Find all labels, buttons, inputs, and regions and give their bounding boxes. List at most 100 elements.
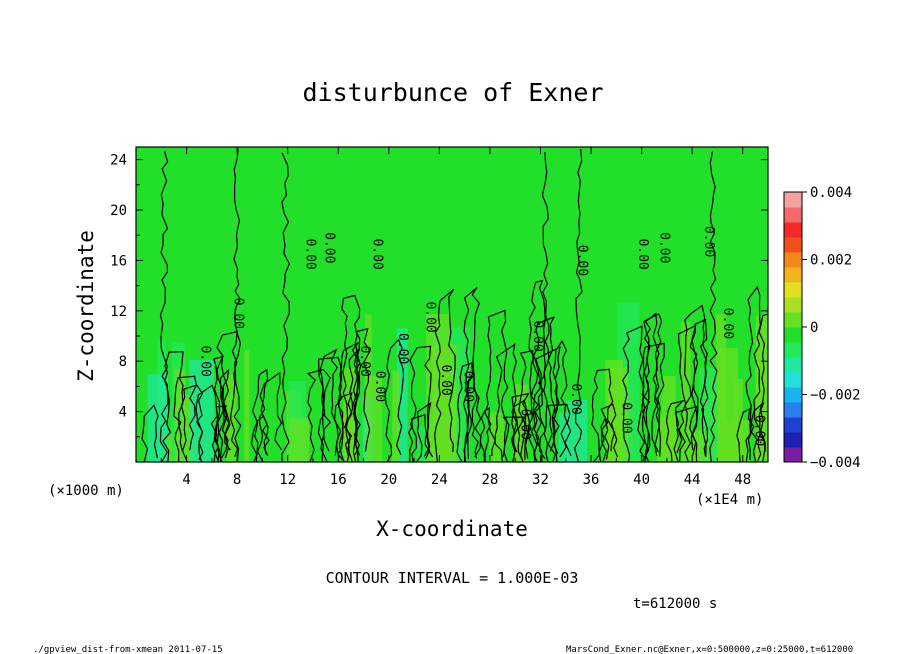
contour-label: 0.00 — [751, 415, 766, 446]
field-patch — [567, 399, 588, 462]
colorbar-swatch — [784, 327, 802, 343]
contour-label: 0.00 — [303, 238, 318, 269]
colorbar: 0.004 0.002 0 −0.002 −0.004 — [783, 185, 861, 471]
field-patch — [656, 416, 679, 462]
contour-label: 0.00 — [198, 346, 213, 377]
contour-label: 0.00 — [372, 371, 387, 402]
plot-frame — [135, 146, 769, 463]
contour-label: 0.00 — [635, 238, 650, 269]
contour-line — [306, 368, 332, 462]
contour-line — [600, 403, 619, 462]
contour-line — [541, 151, 550, 462]
contour-label: 0.00 — [657, 232, 672, 263]
contour-label: 0.00 — [701, 226, 716, 257]
y-tick-label: 20 — [110, 203, 127, 219]
contour-line — [573, 148, 583, 462]
y-tick-label: 16 — [110, 253, 127, 269]
field-patch — [174, 369, 186, 462]
contour-line — [502, 416, 526, 462]
field-patch — [288, 418, 310, 462]
contour-line — [281, 152, 291, 462]
contour-line — [641, 313, 663, 462]
colorbar-swatch — [784, 192, 802, 208]
y-axis-label: Z-coordinate — [74, 230, 98, 382]
colorbar-tick-label: 0.002 — [810, 253, 852, 269]
contour-line — [510, 392, 530, 462]
time-note: t=612000 s — [633, 596, 717, 612]
contour-line — [463, 287, 480, 462]
contour-labels: 0.00 0.00 0.00 0.00 0.00 0.00 0.00 0.00 0.00 0.00… — [198, 226, 767, 446]
contour-line — [736, 407, 755, 462]
x-tick-label: 20 — [380, 472, 397, 488]
x-tick-label: 16 — [330, 472, 347, 488]
contour-line — [317, 356, 343, 462]
contour-label: 0.00 — [574, 245, 589, 276]
x-tick-label: 4 — [182, 472, 190, 488]
contour-line — [216, 330, 239, 462]
colorbar-swatch — [784, 222, 802, 238]
x-tick-label: 32 — [532, 472, 549, 488]
contour-line — [434, 288, 456, 462]
contour-line — [749, 402, 766, 462]
contour-line — [345, 347, 361, 462]
field-patch — [244, 350, 250, 462]
colorbar-swatch — [784, 372, 802, 388]
colorbar-swatch — [784, 402, 802, 418]
contour-label: 0.00 — [231, 298, 246, 329]
contour-line — [547, 403, 572, 462]
x-tick-label: 44 — [684, 472, 701, 488]
contour-line — [141, 404, 159, 462]
field-patch — [392, 370, 400, 462]
plot-area: 0.00 0.00 0.00 0.00 0.00 0.00 0.00 0.00 0.00 0.00… — [110, 146, 769, 488]
contour-line — [416, 401, 434, 462]
x-tick-label: 12 — [279, 472, 296, 488]
contour-line — [256, 371, 283, 462]
contour-line — [677, 324, 698, 462]
contour-line — [641, 342, 665, 462]
colorbar-strip — [784, 192, 802, 463]
field-patch — [680, 321, 691, 462]
contour-lines — [141, 148, 768, 462]
x-tick-label: 48 — [734, 472, 751, 488]
contour-line — [409, 345, 432, 462]
colorbar-swatch — [784, 342, 802, 358]
field-patch — [364, 314, 372, 462]
field-patch — [396, 328, 408, 462]
contour-line — [532, 316, 556, 462]
field-patches — [147, 302, 768, 462]
colorbar-swatch — [784, 267, 802, 283]
x-tick-label: 24 — [431, 472, 448, 488]
colorbar-swatch — [784, 417, 802, 433]
colorbar-swatch — [784, 312, 802, 328]
colorbar-swatch — [784, 432, 802, 448]
colorbar-tick-label: −0.004 — [810, 455, 861, 471]
y-tick-label: 4 — [119, 405, 127, 421]
colorbar-swatch — [784, 357, 802, 373]
contour-line — [341, 294, 362, 462]
contour-label: 0.00 — [568, 383, 583, 414]
colorbar-swatch — [784, 252, 802, 268]
contour-line — [479, 407, 496, 462]
x-axis: 4 8 12 16 20 24 28 32 36 40 44 48 — [160, 147, 751, 488]
contour-line — [319, 348, 340, 462]
field-patch — [165, 433, 173, 462]
contour-label: 0.00 — [518, 409, 533, 440]
contour-line — [552, 339, 568, 462]
colorbar-labels: 0.004 0.002 0 −0.002 −0.004 — [802, 185, 861, 471]
chart-title: disturbunce of Exner — [302, 78, 603, 107]
contour-line — [456, 362, 474, 462]
contour-line — [162, 351, 184, 462]
footer-right: MarsCond_Exner.nc@Exner,x=0:500000,z=0:2… — [566, 645, 853, 654]
colorbar-tick-label: 0.004 — [810, 185, 852, 201]
x-tick-label: 36 — [583, 472, 600, 488]
contour-line — [709, 151, 718, 462]
contour-label: 0.00 — [395, 333, 410, 364]
footer-left: ./gpview_dist-from-xmean 2011-07-15 — [33, 645, 223, 654]
colorbar-tick-label: −0.002 — [810, 388, 861, 404]
colorbar-swatch — [784, 282, 802, 298]
contour-line — [384, 338, 405, 462]
contour-line — [665, 399, 686, 462]
contour-line — [251, 368, 269, 462]
contour-line — [527, 279, 547, 462]
contour-label: 0.00 — [530, 320, 545, 351]
